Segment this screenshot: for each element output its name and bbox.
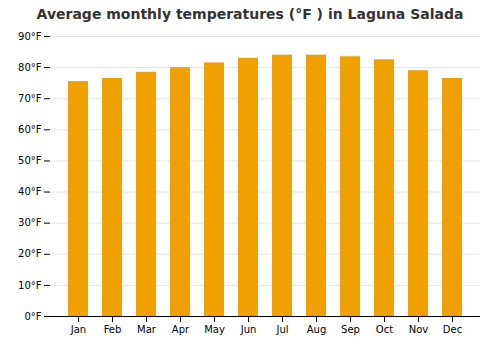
svg-text:Oct: Oct xyxy=(376,324,393,335)
svg-text:May: May xyxy=(204,324,225,335)
svg-text:Apr: Apr xyxy=(172,324,190,335)
svg-text:Aug: Aug xyxy=(307,324,327,335)
html-text:Average monthly temperatures (: Average monthly temperatures (°F ) in La… xyxy=(36,6,464,22)
svg-text:Jun: Jun xyxy=(240,324,257,335)
svg-text:40°F: 40°F xyxy=(18,186,42,197)
svg-text:Sep: Sep xyxy=(341,324,360,335)
svg-text:Mar: Mar xyxy=(137,324,157,335)
svg-text:90°F: 90°F xyxy=(18,31,42,42)
svg-text:80°F: 80°F xyxy=(18,62,42,73)
svg-text:10°F: 10°F xyxy=(18,280,42,291)
svg-text:Dec: Dec xyxy=(443,324,462,335)
svg-text:Feb: Feb xyxy=(104,324,122,335)
svg-text:20°F: 20°F xyxy=(18,248,42,259)
svg-text:50°F: 50°F xyxy=(18,155,42,166)
svg-text:Jul: Jul xyxy=(275,324,288,335)
svg-text:Jan: Jan xyxy=(70,324,86,335)
svg-text:70°F: 70°F xyxy=(18,93,42,104)
svg-text:30°F: 30°F xyxy=(18,217,42,228)
svg-text:Nov: Nov xyxy=(409,324,429,335)
svg-text:60°F: 60°F xyxy=(18,124,42,135)
svg-text:0°F: 0°F xyxy=(24,311,41,322)
